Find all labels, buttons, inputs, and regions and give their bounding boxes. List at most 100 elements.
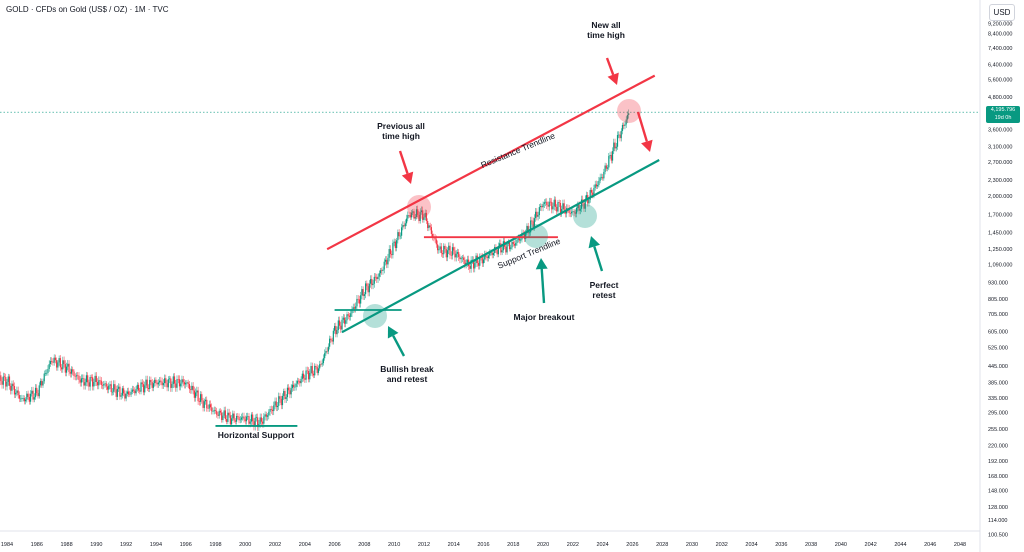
candle-body <box>499 243 501 247</box>
candle-body <box>537 215 539 217</box>
candle-body <box>325 350 327 354</box>
candle-body <box>599 177 601 181</box>
candle-body <box>202 400 204 408</box>
candle-body <box>563 203 565 211</box>
candle-body <box>94 375 96 383</box>
candle-body <box>316 366 318 373</box>
candle-body <box>252 414 254 422</box>
time-tick-label: 2022 <box>567 542 579 548</box>
candle-body <box>414 216 416 219</box>
time-tick-label: 2044 <box>894 542 906 548</box>
candle-body <box>265 414 267 417</box>
candle-body <box>454 250 456 258</box>
candle-body <box>461 257 464 259</box>
candle-body <box>544 201 547 203</box>
candle-body <box>177 379 179 380</box>
candle-body <box>104 383 106 385</box>
candle-body <box>412 211 414 213</box>
candle-body <box>346 314 348 321</box>
candle-body <box>259 417 261 424</box>
candle-body <box>139 390 141 392</box>
candle-body <box>203 401 205 408</box>
price-axis[interactable]: 9,200.000 8,400.000 7,400.000 6,400.000 5,60… <box>988 21 1012 538</box>
candle-body <box>523 233 526 239</box>
candle-body <box>338 320 341 326</box>
candle-body <box>229 415 231 425</box>
time-tick-label: 1986 <box>31 542 43 548</box>
perfect-retest-arrow <box>588 236 604 272</box>
candle-body <box>424 212 426 218</box>
candle-body <box>53 357 55 363</box>
candle-body <box>615 146 617 149</box>
previous-high-label: Previous all time high <box>377 121 425 141</box>
candle-body <box>394 241 396 248</box>
candle-body <box>146 379 148 389</box>
candle-body <box>25 399 27 402</box>
candle-body <box>542 204 544 208</box>
candle-body <box>119 386 121 397</box>
time-axis[interactable]: 1984 1986 1988 1990 1992 1994 1996 1998 2000 2002… <box>1 542 966 548</box>
candle-body <box>130 391 132 395</box>
candle-body <box>105 383 107 387</box>
time-tick-label: 2028 <box>656 542 668 548</box>
candle-body <box>226 419 228 422</box>
candle-body <box>26 393 28 400</box>
major-breakout-arrow <box>535 258 548 304</box>
candle-body <box>100 380 102 385</box>
candle-body <box>155 379 157 383</box>
candle-body <box>435 239 437 245</box>
candle-body <box>392 242 394 256</box>
resistance-trendline[interactable] <box>326 74 656 251</box>
candle-body <box>231 418 233 425</box>
candle-body <box>376 277 378 280</box>
candle-body <box>579 208 581 211</box>
candle-body <box>147 388 150 389</box>
candle-body <box>425 212 428 222</box>
currency-selector[interactable]: USD <box>989 4 1015 21</box>
candle-body <box>279 396 281 399</box>
candle-body <box>165 378 167 384</box>
candle-body <box>41 380 43 386</box>
candle-body <box>42 381 44 386</box>
candle-body <box>332 330 334 342</box>
candle-body <box>280 398 282 406</box>
candle-body <box>497 246 499 255</box>
candle-body <box>625 119 627 125</box>
candle-body <box>577 204 579 208</box>
candle-body <box>140 382 142 392</box>
candle-body <box>510 247 512 250</box>
candle-body <box>574 212 576 214</box>
candle-body <box>427 221 429 229</box>
time-tick-label: 2002 <box>269 542 281 548</box>
candle-body <box>350 313 352 317</box>
candle-body <box>335 326 337 335</box>
candle-body <box>451 247 454 256</box>
candle-body <box>484 254 486 260</box>
candle-body <box>75 375 78 377</box>
candle-body <box>113 384 115 392</box>
candle-body <box>34 387 37 398</box>
support-trendline[interactable] <box>341 159 660 334</box>
candle-body <box>501 250 503 253</box>
candle-body <box>12 383 14 387</box>
candle-body <box>237 415 239 417</box>
candle-body <box>299 381 301 384</box>
candle-body <box>446 250 449 258</box>
candle-body <box>65 366 68 373</box>
candle-body <box>472 259 475 269</box>
candle-body <box>263 416 265 424</box>
price-tick-label: 295.000 <box>988 411 1008 417</box>
candle-body <box>551 201 553 210</box>
candle-body <box>2 376 4 385</box>
candle-body <box>291 384 294 389</box>
candle-body <box>309 372 311 380</box>
candle-body <box>301 373 303 379</box>
candle-body <box>31 390 33 394</box>
candle-body <box>477 262 480 266</box>
candle-body <box>585 195 588 200</box>
candle-body <box>541 206 543 208</box>
candle-body <box>132 389 135 391</box>
candle-body <box>351 309 353 314</box>
candle-body <box>569 213 571 214</box>
